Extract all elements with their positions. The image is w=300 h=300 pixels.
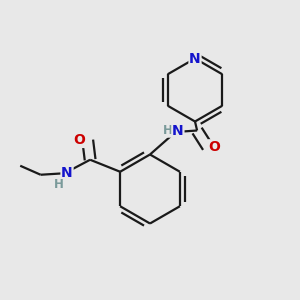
Text: N: N xyxy=(189,52,201,65)
Text: N: N xyxy=(61,166,73,180)
Text: N: N xyxy=(172,124,184,137)
Text: H: H xyxy=(54,178,64,191)
Text: O: O xyxy=(74,133,85,147)
Text: O: O xyxy=(208,140,220,154)
Text: H: H xyxy=(163,124,173,137)
